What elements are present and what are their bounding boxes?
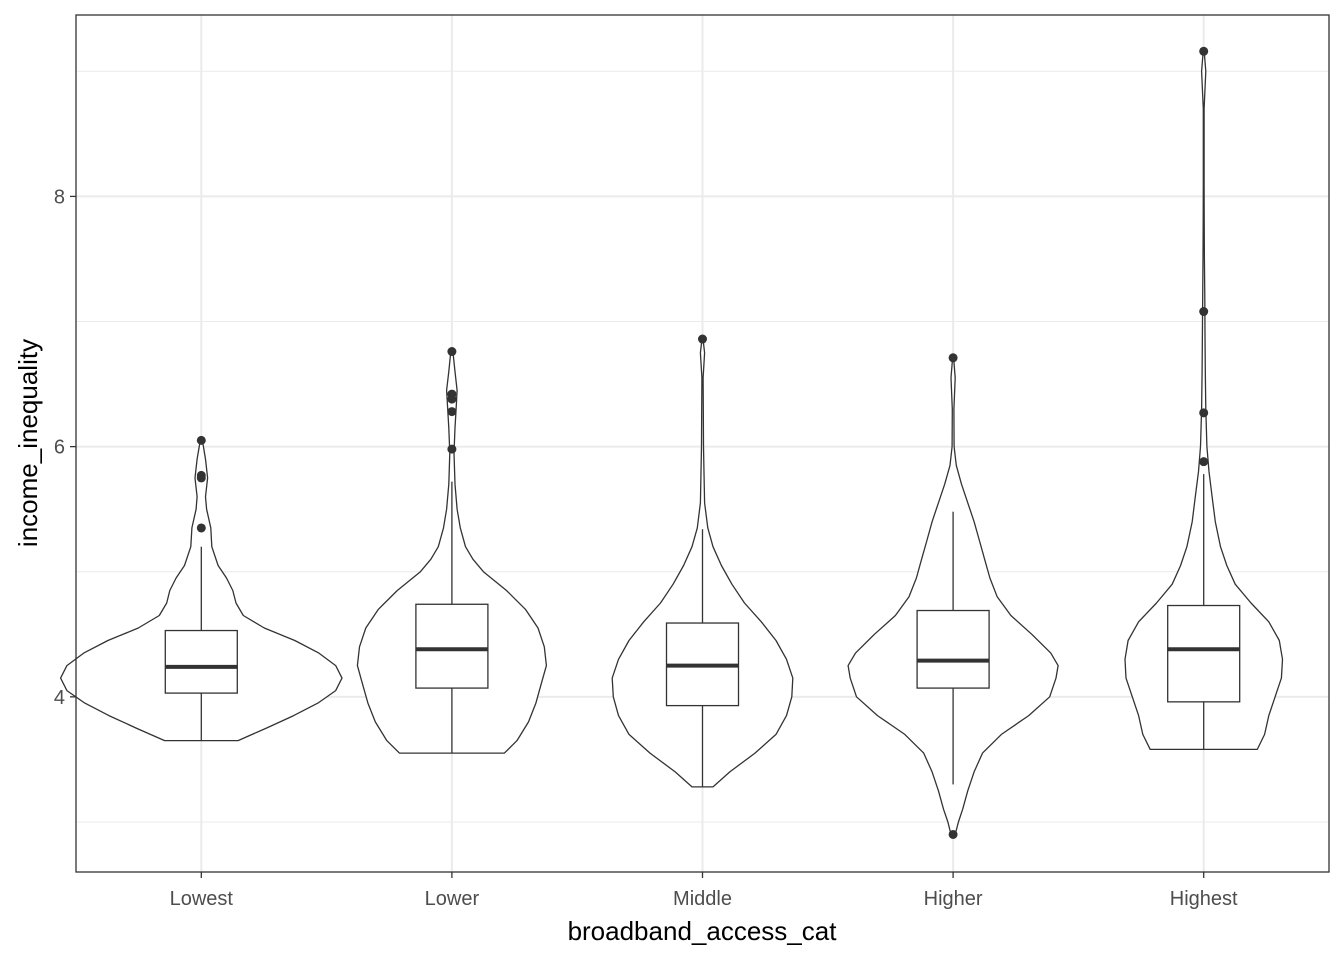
outlier-point bbox=[196, 470, 206, 480]
boxplots bbox=[164, 474, 1241, 787]
outlier-point bbox=[196, 435, 206, 445]
outlier-point bbox=[447, 444, 457, 454]
box-lower bbox=[415, 603, 489, 689]
axes: 4 6 8 Lowest Lower Middle Higher Highest bbox=[54, 186, 1238, 910]
outlier-point bbox=[447, 407, 457, 417]
box-lowest bbox=[164, 629, 238, 694]
y-tick-label: 8 bbox=[54, 186, 65, 208]
outlier-point bbox=[1199, 457, 1209, 467]
box-higher bbox=[916, 609, 990, 689]
outlier-point bbox=[698, 334, 707, 344]
x-tick-label: Highest bbox=[1170, 888, 1238, 910]
outlier-point bbox=[1199, 307, 1209, 317]
y-tick-label: 6 bbox=[54, 437, 65, 459]
x-tick-label: Higher bbox=[924, 888, 983, 910]
outlier-point bbox=[196, 523, 206, 533]
outlier-point bbox=[1199, 46, 1209, 56]
y-tick-label: 4 bbox=[54, 687, 65, 709]
x-tick-label: Middle bbox=[673, 888, 732, 910]
outlier-point bbox=[948, 353, 958, 363]
outlier-points bbox=[196, 46, 1209, 839]
outlier-point bbox=[948, 829, 958, 839]
outlier-point bbox=[1199, 408, 1209, 418]
x-tick-label: Lowest bbox=[170, 888, 234, 910]
x-axis-title: broadband_access_cat bbox=[568, 916, 838, 946]
box-highest bbox=[1167, 604, 1241, 703]
outlier-point bbox=[447, 347, 457, 357]
x-tick-label: Lower bbox=[425, 888, 480, 910]
outlier-point bbox=[447, 389, 457, 399]
y-axis-title: income_inequality bbox=[13, 339, 43, 547]
